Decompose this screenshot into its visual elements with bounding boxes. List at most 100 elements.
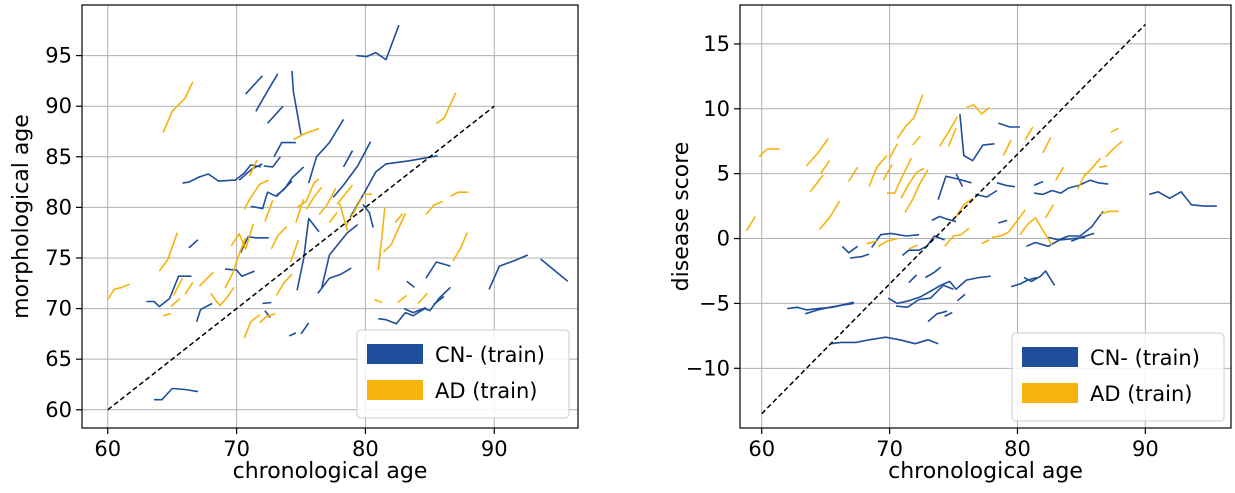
trajectory-ad [900,167,925,199]
trajectory-cn [1033,180,1044,187]
x-tick-label: 60 [748,437,775,461]
trajectory-cn [245,75,263,95]
trajectory-cn [273,141,296,158]
y-tick-label: 60 [45,398,72,422]
trajectory-ad [938,116,959,147]
trajectory-ad [224,237,247,289]
y-tick-label: 80 [45,195,72,219]
trajectory-cn [975,189,998,198]
x-axis-label: chronological age [888,459,1083,484]
trajectory-ad [230,223,255,250]
trajectory-cn [1023,270,1056,286]
legend-swatch [1022,347,1078,367]
trajectory-ad [305,186,323,210]
trajectory-cn [830,336,939,345]
trajectory-cn [317,267,352,294]
trajectory-cn [488,254,529,290]
trajectory-ad [1044,204,1054,219]
plot-frame [81,4,579,429]
trajectory-cn [1026,236,1086,248]
trajectory-ad [243,314,261,339]
trajectory-ad [382,213,407,253]
trajectory-ad [758,148,780,158]
trajectory-ad [947,127,957,147]
trajectory-cn [1070,232,1095,242]
trajectory-ad [981,239,990,245]
trajectory-ad [868,154,888,187]
trajectory-ad [805,138,829,167]
trajectory-ad [882,164,893,181]
trajectory-ad [158,256,171,272]
y-tick-label: 70 [45,297,72,321]
trajectory-cn [931,215,957,223]
trajectory-cn [1010,276,1037,288]
trajectory-cn [937,175,972,200]
trajectory-cn [887,275,991,305]
trajectory-cn [924,266,942,279]
trajectory-cn [332,141,372,198]
y-axis-label: morphological age [9,114,34,319]
trajectory-ad [170,297,181,308]
trajectory-cn [425,261,451,279]
x-tick-label: 80 [1004,437,1031,461]
plot-frame [739,4,1232,429]
legend-swatch [367,380,423,400]
trajectory-ad [1105,140,1123,158]
trajectory-ad [809,174,824,193]
y-axis-label: disease score [669,142,694,292]
trajectory-cn [262,301,272,305]
trajectory-cn [320,223,359,289]
trajectory-cn [1148,191,1217,207]
trajectory-cn [996,182,1016,188]
trajectory-ad [1099,165,1108,168]
y-tick-label: 85 [45,145,72,169]
trajectory-ad [296,178,320,209]
legend: CN- (train) AD (train) [356,329,570,419]
trajectory-cn [224,268,255,278]
trajectory-ad [295,199,305,223]
trajectory-ad [259,312,276,324]
trajectory-cn [895,284,954,309]
trajectory-ad [162,81,194,133]
trajectory-ad [328,212,338,224]
trajectory-ad [848,166,859,182]
trajectory-cn [540,258,569,282]
legend-swatch [367,344,423,364]
trajectory-ad [819,160,831,175]
trajectory-cn [849,253,870,259]
trajectory-ad [911,135,921,146]
trajectory-cn [927,310,948,323]
series-cn [146,24,569,401]
trajectory-ad [397,294,408,304]
trajectory-ad [184,281,194,295]
trajectory-ad [991,231,1009,239]
trajectory-ad [172,277,184,296]
trajectory-cn [182,164,262,184]
y-tick-label: 10 [703,97,730,121]
trajectory-cn [406,280,415,288]
trajectory-cn [1033,179,1109,196]
trajectory-cn [154,387,199,401]
trajectory-cn [188,239,199,249]
trajectory-cn [1048,210,1104,241]
trajectory-ad [374,298,383,304]
trajectory-ad [1042,136,1052,154]
trajectory-cn [296,217,320,291]
trajectory-cn [349,155,438,218]
x-tick-label: 60 [94,437,121,461]
trajectory-ad [1024,126,1034,141]
trajectory-cn [263,156,282,168]
legend-label: AD (train) [1090,382,1192,406]
trajectory-ad [887,157,913,194]
trajectory-ad [336,184,354,205]
legend-label: CN- (train) [1090,346,1200,370]
trajectory-ad [243,179,270,210]
y-tick-label: −5 [699,291,730,315]
trajectory-ad [318,187,337,216]
trajectory-ad [270,226,288,250]
trajectory-ad [1100,210,1119,215]
y-tick-label: 0 [717,227,730,251]
trajectory-ad [450,191,469,198]
trajectory-cn [291,70,302,135]
y-tick-label: 75 [45,246,72,270]
